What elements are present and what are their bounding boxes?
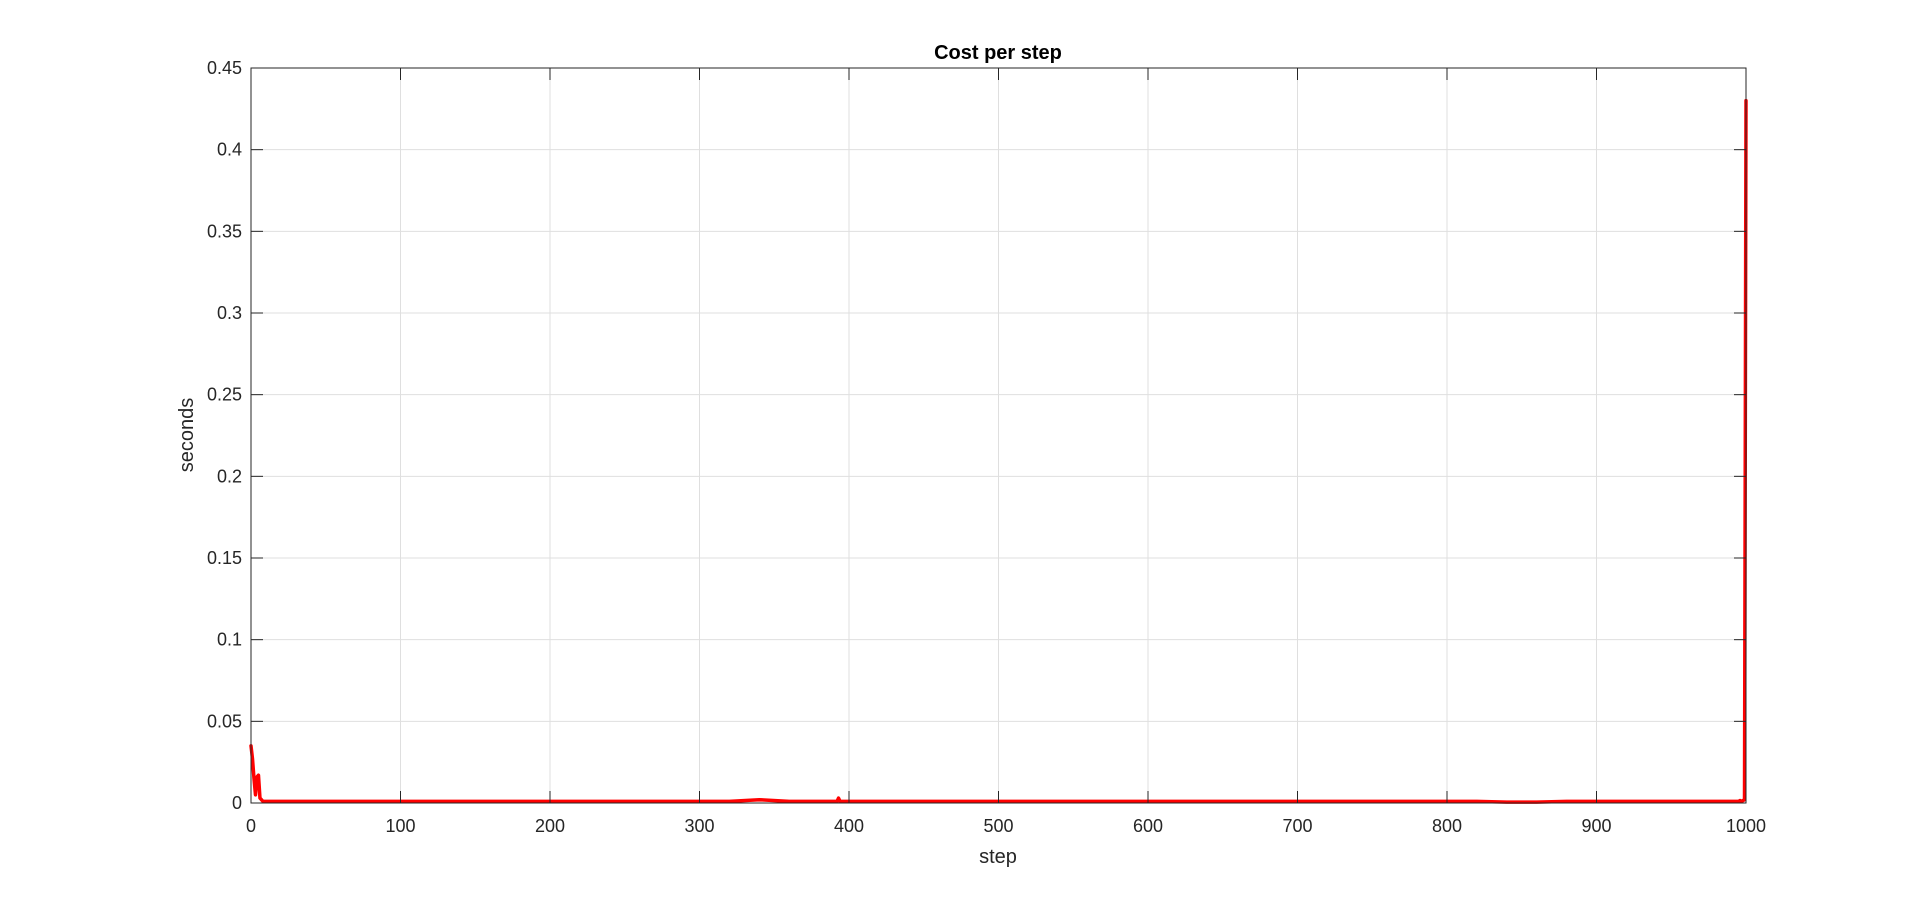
x-tick-label: 1000	[1726, 816, 1766, 836]
y-axis-label: seconds	[176, 398, 198, 473]
x-tick-label: 800	[1432, 816, 1462, 836]
y-tick-label: 0.05	[207, 711, 242, 731]
x-tick-label: 900	[1581, 816, 1611, 836]
y-tick-label: 0.15	[207, 548, 242, 568]
x-tick-label: 100	[385, 816, 415, 836]
series-layer	[249, 98, 1748, 804]
x-tick-label: 0	[246, 816, 256, 836]
ticks: 0 100 200 300 400 500 600 700 800 900 1000 0 0.05 0.1…	[207, 58, 1766, 836]
y-tick-label: 0.1	[217, 630, 242, 650]
y-tick-label: 0.25	[207, 385, 242, 405]
x-tick-label: 500	[983, 816, 1013, 836]
x-tick-label: 400	[834, 816, 864, 836]
x-tick-label: 700	[1282, 816, 1312, 836]
y-tick-label: 0.45	[207, 58, 242, 78]
y-tick-label: 0.4	[217, 140, 242, 160]
y-tick-label: 0.35	[207, 221, 242, 241]
x-tick-label: 200	[535, 816, 565, 836]
series-line	[249, 98, 1748, 804]
y-tick-label: 0.3	[217, 303, 242, 323]
y-tick-label: 0.2	[217, 466, 242, 486]
x-axis-label: step	[979, 846, 1017, 868]
y-tick-label: 0	[232, 793, 242, 813]
chart-title: Cost per step	[934, 42, 1062, 64]
x-tick-label: 300	[684, 816, 714, 836]
grid	[251, 68, 1746, 803]
x-tick-label: 600	[1133, 816, 1163, 836]
